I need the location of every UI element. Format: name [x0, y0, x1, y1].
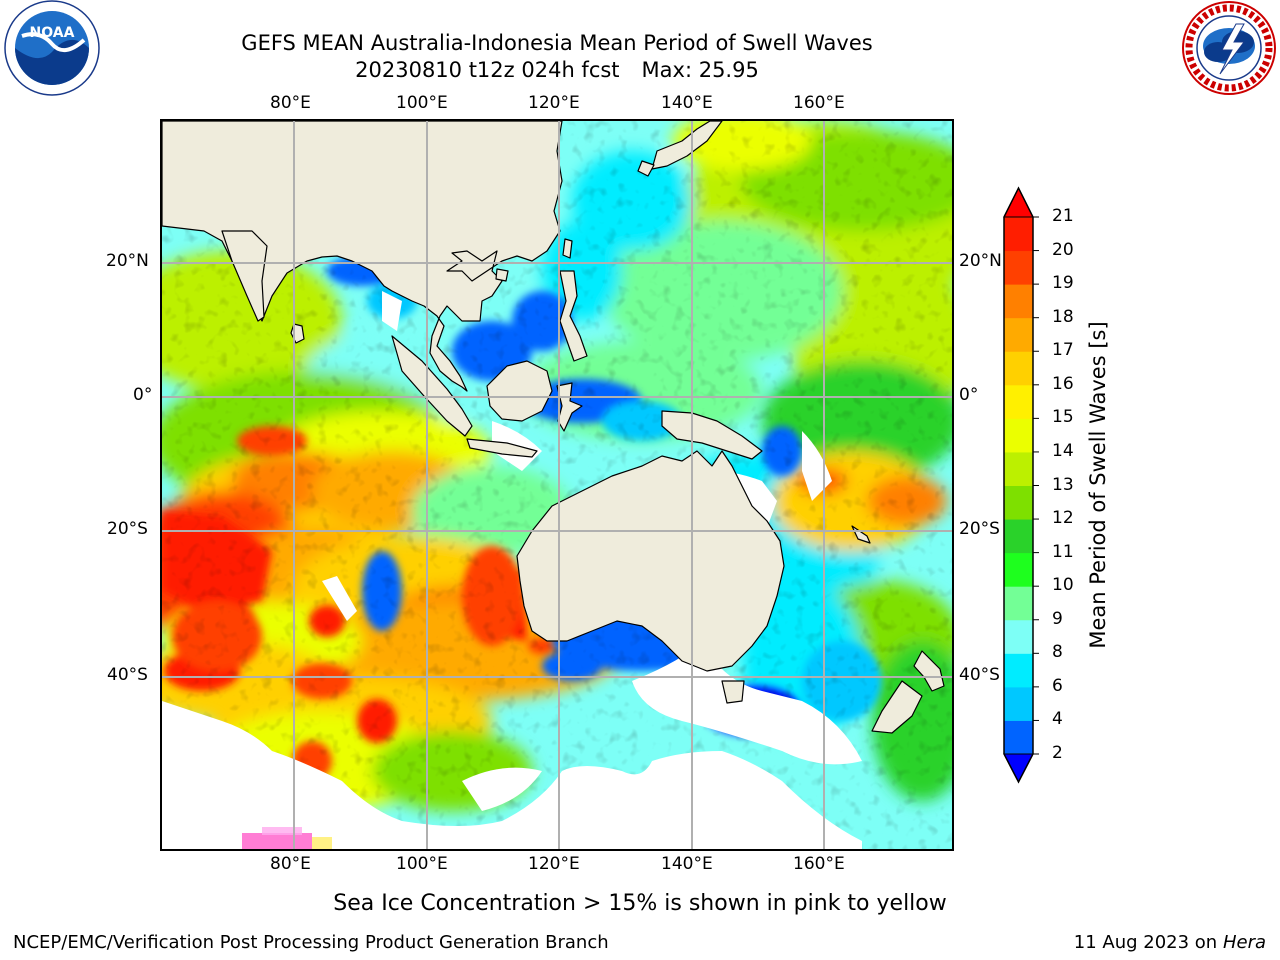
colorbar-over-arrow [1003, 186, 1034, 218]
graticule [162, 121, 952, 849]
colorbar [1003, 186, 1039, 784]
colorbar-tick-label: 9 [1052, 608, 1063, 629]
land [162, 121, 945, 734]
noaa-logo-icon: NOAA [4, 0, 100, 96]
colorbar-tick-label: 20 [1052, 239, 1074, 260]
lat-tick-right: 20°N [959, 251, 1002, 271]
lat-tick-right: 20°S [959, 519, 1000, 539]
colorbar-tick-label: 16 [1052, 373, 1074, 394]
colorbar-under-arrow [1003, 753, 1034, 784]
colorbar-tick-label: 11 [1052, 541, 1074, 562]
page-subtitle: 20230810 t12z 024h fcst Max: 25.95 [0, 57, 1114, 83]
colorbar-band [1004, 418, 1033, 453]
colorbar-tick-label: 21 [1052, 206, 1074, 226]
lat-tick-left: 20°S [107, 519, 148, 539]
lon-tick-bottom: 140°E [661, 854, 713, 874]
colorbar-tick-label: 18 [1052, 306, 1074, 327]
lon-tick-bottom: 100°E [396, 854, 448, 874]
colorbar-band [1004, 720, 1033, 755]
colorbar-band [1004, 351, 1033, 386]
page-title: GEFS MEAN Australia-Indonesia Mean Perio… [241, 31, 873, 55]
colorbar-band [1004, 552, 1033, 587]
map-canvas [162, 121, 952, 849]
colorbar-tick-label: 10 [1052, 575, 1074, 596]
lon-tick-top: 140°E [661, 93, 713, 113]
lon-tick-bottom: 160°E [793, 854, 845, 874]
colorbar-band [1004, 519, 1033, 554]
colorbar-tick-label: 6 [1052, 675, 1063, 696]
colorbar-tick-label: 13 [1052, 474, 1074, 495]
colorbar-tick-label: 12 [1052, 508, 1074, 529]
colorbar-band [1004, 284, 1033, 319]
colorbar-band [1004, 653, 1033, 688]
sea-ice-note: Sea Ice Concentration > 15% is shown in … [333, 891, 947, 916]
swell-period-map [160, 119, 954, 851]
colorbar-title-text: Mean Period of Swell Waves [s] [1086, 321, 1110, 649]
max-value: Max: 25.95 [641, 58, 759, 82]
colorbar-band [1004, 686, 1033, 721]
colorbar-tick-label: 15 [1052, 407, 1074, 428]
date-text: 11 Aug 2023 on Hera [1074, 932, 1266, 953]
colorbar-band [1004, 619, 1033, 654]
lat-tick-right: 40°S [959, 665, 1000, 685]
noaa-logo-text: NOAA [30, 25, 75, 41]
lat-tick-left: 20°N [106, 251, 149, 271]
colorbar-band [1004, 485, 1033, 520]
lat-tick-right: 0° [959, 385, 979, 405]
colorbar-tick-label: 2 [1052, 743, 1063, 763]
no-data-regions [162, 291, 862, 849]
run-info: 20230810 t12z 024h fcst [355, 58, 620, 82]
colorbar-tick-label: 4 [1052, 709, 1063, 730]
lon-tick-top: 100°E [396, 93, 448, 113]
credit-text: NCEP/EMC/Verification Post Processing Pr… [13, 932, 609, 953]
colorbar-band [1004, 586, 1033, 621]
noaa-logo: NOAA [0, 0, 104, 100]
colorbar-tick-label: 17 [1052, 340, 1074, 361]
lat-tick-left: 40°S [107, 665, 148, 685]
colorbar-tick-label: 8 [1052, 642, 1063, 663]
colorbar-band [1004, 217, 1033, 252]
lon-tick-top: 120°E [528, 93, 580, 113]
colorbar-band [1004, 384, 1033, 419]
nws-logo [1178, 0, 1280, 100]
lat-tick-left: 0° [133, 385, 153, 405]
date-value: 11 Aug 2023 on [1073, 932, 1218, 953]
colorbar-tick-label: 19 [1052, 273, 1074, 294]
lon-tick-top: 80°E [270, 93, 311, 113]
lon-tick-top: 160°E [793, 93, 845, 113]
lon-tick-bottom: 80°E [270, 854, 311, 874]
colorbar-band [1004, 317, 1033, 352]
colorbar-band [1004, 250, 1033, 285]
host-name: Hera [1222, 932, 1266, 953]
lon-tick-bottom: 120°E [528, 854, 580, 874]
colorbar-tick-label: 14 [1052, 440, 1074, 461]
nws-logo-icon [1182, 1, 1276, 95]
colorbar-band [1004, 451, 1033, 486]
